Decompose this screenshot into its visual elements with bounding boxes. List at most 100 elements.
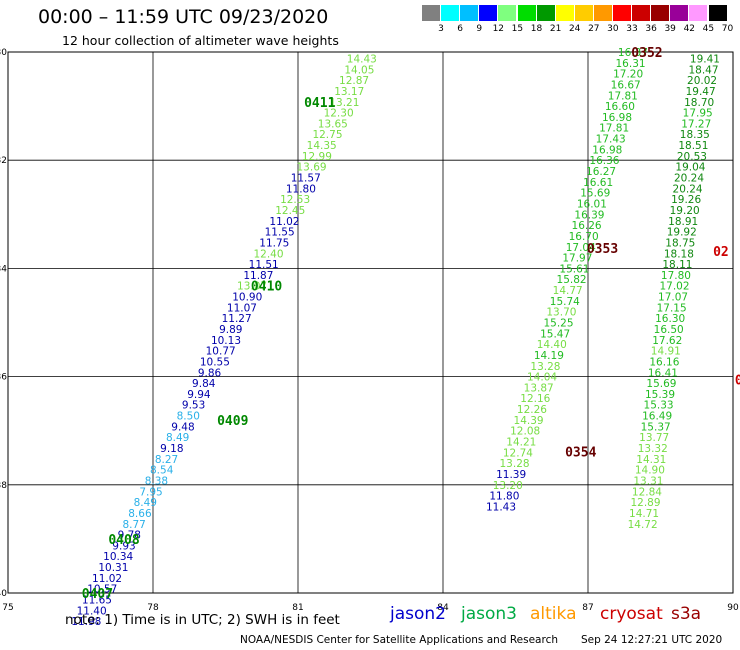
swh-point: 19.41	[690, 53, 720, 65]
x-tick-label: 75	[2, 603, 13, 613]
scale-swatch	[651, 5, 670, 21]
page-subtitle: 12 hour collection of altimeter wave hei…	[62, 33, 339, 48]
swh-point: 17.43	[596, 134, 626, 146]
swh-point: 13.31	[633, 475, 663, 487]
scale-swatch	[613, 5, 631, 21]
legend-cryosat: cryosat	[600, 604, 663, 624]
swh-point: 14.91	[651, 346, 681, 358]
scale-label: 70	[721, 24, 734, 34]
swh-point: 17.95	[683, 108, 713, 120]
swh-point: 13.87	[524, 382, 554, 394]
swh-point: 12.08	[510, 426, 540, 438]
swh-point: 19.04	[675, 162, 705, 174]
swh-point: 14.21	[506, 437, 536, 449]
swh-point: 7.95	[139, 486, 162, 498]
swh-point: 17.80	[661, 270, 691, 282]
legend-altika: altika	[530, 604, 577, 624]
scale-label: 12	[492, 24, 505, 34]
scale-swatch	[632, 5, 651, 21]
swh-point: 19.26	[671, 194, 701, 206]
scale-label: 24	[568, 24, 581, 34]
swh-point: 17.04	[566, 242, 596, 254]
swh-point: 9.84	[192, 378, 216, 390]
swh-point: 16.49	[642, 411, 672, 423]
x-tick-label: 87	[582, 603, 593, 613]
swh-point: 11.39	[496, 469, 526, 481]
pass-label: 0408	[108, 533, 139, 548]
scale-label: 6	[457, 24, 463, 34]
swh-point: 12.26	[517, 404, 547, 416]
swh-point: 20.24	[674, 173, 704, 185]
swh-point: 16.30	[655, 313, 685, 325]
pass-label: 0	[735, 373, 740, 388]
scale-swatch	[689, 5, 708, 21]
swh-point: 20.02	[687, 75, 717, 87]
pass-label: 0409	[217, 414, 248, 429]
swh-point: 16.98	[602, 112, 632, 124]
timestamp: Sep 24 12:27:21 UTC 2020	[581, 634, 723, 646]
scale-swatch	[441, 5, 460, 21]
swh-point: 17.20	[613, 69, 643, 81]
swh-point: 12.45	[275, 205, 305, 217]
swh-point: 14.05	[344, 64, 374, 76]
swh-point: 10.31	[98, 562, 128, 574]
series-0: 14.4314.0512.8713.1713.2112.3013.6512.75…	[71, 53, 377, 628]
swh-point: 10.13	[211, 335, 241, 347]
swh-point: 14.77	[553, 285, 583, 297]
swh-point: 9.78	[118, 530, 141, 542]
swh-point: 17.62	[652, 335, 682, 347]
swh-point: 13.20	[493, 480, 523, 492]
swh-point: 8.54	[150, 465, 174, 477]
scale-swatch	[479, 5, 498, 21]
swh-point: 16.27	[586, 166, 616, 178]
swh-point: 14.31	[636, 454, 666, 466]
page-title: 00:00 – 11:59 UTC 09/23/2020	[38, 6, 329, 28]
swh-point: 12.53	[280, 194, 310, 206]
pass-label: 0411	[304, 96, 335, 111]
legend-jason3: jason3	[461, 604, 517, 624]
swh-point: 19.92	[667, 227, 697, 239]
swh-point: 10.34	[103, 551, 133, 563]
swh-point: 9.48	[171, 421, 194, 433]
swh-point: 11.80	[489, 491, 519, 503]
swh-point: 18.51	[678, 140, 708, 152]
swh-point: 15.69	[646, 378, 676, 390]
swh-point: 12.30	[324, 108, 354, 120]
swh-point: 11.75	[259, 237, 289, 249]
swh-point: 10.90	[232, 292, 262, 304]
swh-point: 20.24	[673, 183, 703, 195]
swh-point: 8.49	[166, 432, 189, 444]
swh-point: 12.74	[503, 447, 533, 459]
scale-label: 33	[626, 24, 638, 34]
plot-grid	[7, 51, 734, 594]
swh-point: 17.02	[659, 281, 689, 293]
swh-point: 12.87	[339, 75, 369, 87]
swh-point: 16.98	[592, 144, 622, 156]
swh-point: 14.19	[534, 350, 564, 362]
swh-point: 9.94	[187, 389, 211, 401]
swh-point: 18.11	[662, 259, 692, 271]
legend-jason2: jason2	[390, 604, 446, 624]
swh-point: 10.55	[200, 356, 230, 368]
scale-label: 21	[549, 24, 562, 34]
swh-point: 15.61	[559, 263, 589, 275]
y-tick-label: -36	[0, 373, 7, 383]
swh-point: 9.86	[198, 367, 222, 379]
swh-point: 12.89	[630, 497, 660, 509]
swh-point: 9.18	[160, 443, 183, 455]
swh-point: 17.81	[608, 90, 638, 102]
axis-ticks: 75 78 81 84 87 90 -30 -32 -34 -36 -38 -40	[0, 48, 739, 613]
y-tick-label: -30	[0, 48, 7, 58]
scale-swatch	[555, 5, 574, 21]
swh-point: 16.70	[569, 231, 599, 243]
credit-text: NOAA/NESDIS Center for Satellite Applica…	[240, 634, 558, 646]
x-tick-label: 78	[147, 603, 159, 613]
legend-s3a: s3a	[671, 604, 702, 624]
pass-label: 0407	[82, 587, 113, 602]
y-tick-label: -38	[0, 481, 7, 491]
swh-point: 15.25	[543, 318, 573, 330]
swh-point: 14.35	[307, 140, 337, 152]
swh-point: 11.43	[486, 501, 516, 513]
swh-point: 8.49	[134, 497, 157, 509]
